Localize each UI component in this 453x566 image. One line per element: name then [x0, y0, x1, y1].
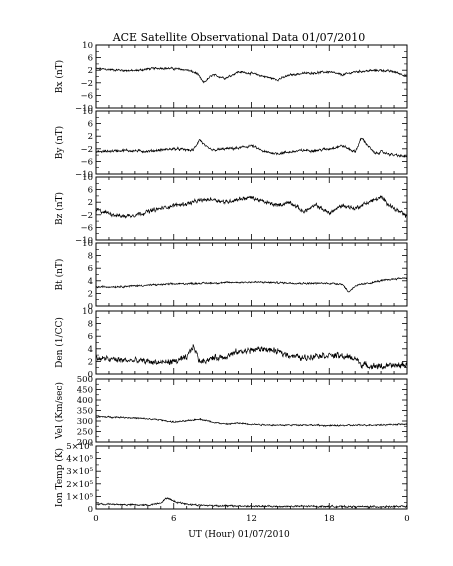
y-tick-label: 2	[88, 132, 93, 142]
y-axis-title: Ion Temp (K)	[54, 448, 65, 507]
y-tick-label: −6	[80, 91, 93, 101]
x-tick-label: 12	[246, 514, 257, 524]
y-axis-title: Bz (nT)	[54, 192, 65, 225]
y-tick-label: 6	[88, 54, 93, 64]
y-tick-label: 4	[88, 277, 93, 287]
y-axis-title: Bt (nT)	[54, 259, 65, 291]
y-tick-label: 4×10⁵	[66, 455, 93, 465]
panel-2: −10 −6 −2 2 6 10 By (nT)	[54, 107, 408, 180]
y-axis-title: By (nT)	[54, 126, 65, 159]
series-line	[95, 195, 408, 219]
y-tick-label: 250	[77, 428, 93, 438]
series-line	[95, 137, 408, 158]
x-tick-label: 6	[171, 514, 176, 524]
y-tick-label: −2	[80, 79, 93, 89]
y-tick-label: 10	[82, 173, 93, 183]
y-axis-title: Den (1/CC)	[54, 317, 65, 368]
y-tick-label: 300	[77, 417, 93, 427]
y-axis-title: Vel (Km/sec)	[54, 382, 65, 440]
y-tick-label: 4	[88, 345, 93, 355]
series-line	[95, 496, 408, 509]
panel-frame	[95, 378, 408, 443]
series-line	[95, 66, 408, 84]
y-tick-label: −2	[80, 211, 93, 221]
y-tick-label: 10	[82, 307, 93, 317]
y-tick-label: −10	[75, 104, 93, 114]
panel-5: 0 2 4 6 8 10 Den (1/CC)	[54, 307, 408, 380]
y-tick-label: 5×10⁵	[66, 442, 93, 452]
series-line	[95, 415, 408, 428]
y-axis-title: Bx (nT)	[54, 60, 65, 93]
panel-frame	[95, 242, 408, 307]
y-tick-label: 350	[77, 407, 93, 417]
x-tick-label: 0	[93, 514, 98, 524]
y-tick-label: 3×10⁵	[66, 467, 93, 477]
y-tick-label: 8	[88, 252, 93, 262]
panel-frame	[95, 176, 408, 241]
x-tick-label: 0	[404, 514, 409, 524]
y-tick-label: 0	[88, 505, 93, 515]
y-tick-label: 8	[88, 320, 93, 330]
y-tick-label: −10	[75, 236, 93, 246]
y-tick-label: 200	[77, 438, 93, 448]
y-tick-label: 6	[88, 186, 93, 196]
y-tick-label: −2	[80, 145, 93, 155]
panel-1: −10 −6 −2 2 6 10 Bx (nT)	[54, 41, 408, 114]
x-tick-label: 18	[324, 514, 335, 524]
panel-3: −10 −6 −2 2 6 10 Bz (nT)	[54, 173, 408, 246]
y-tick-label: 400	[77, 396, 93, 406]
y-tick-label: −6	[80, 157, 93, 167]
y-tick-label: 0	[88, 302, 93, 312]
y-tick-label: 2	[88, 357, 93, 367]
y-tick-label: 10	[82, 107, 93, 117]
y-tick-label: 500	[77, 375, 93, 385]
y-tick-label: 6	[88, 264, 93, 274]
panel-frame	[95, 110, 408, 175]
panel-4: 0 2 4 6 8 10 Bt (nT)	[54, 239, 408, 312]
series-line	[95, 276, 408, 293]
y-tick-label: 6	[88, 120, 93, 130]
panel-frame	[95, 44, 408, 109]
series-line	[95, 344, 408, 370]
y-tick-label: 10	[82, 41, 93, 51]
y-tick-label: 0	[88, 370, 93, 380]
y-tick-label: 2×10⁵	[66, 480, 93, 490]
y-tick-label: 2	[88, 66, 93, 76]
y-tick-label: −10	[75, 170, 93, 180]
y-tick-label: 10	[82, 239, 93, 249]
y-tick-label: 2	[88, 198, 93, 208]
y-tick-label: 6	[88, 332, 93, 342]
y-tick-label: 1×10⁵	[66, 492, 93, 502]
y-tick-label: 2	[88, 289, 93, 299]
y-tick-label: 450	[77, 386, 93, 396]
panel-frame	[95, 310, 408, 375]
panel-frame	[95, 445, 408, 510]
x-axis-label: UT (Hour) 01/07/2010	[188, 529, 290, 540]
y-tick-label: −6	[80, 223, 93, 233]
figure-title: ACE Satellite Observational Data 01/07/2…	[112, 31, 366, 44]
